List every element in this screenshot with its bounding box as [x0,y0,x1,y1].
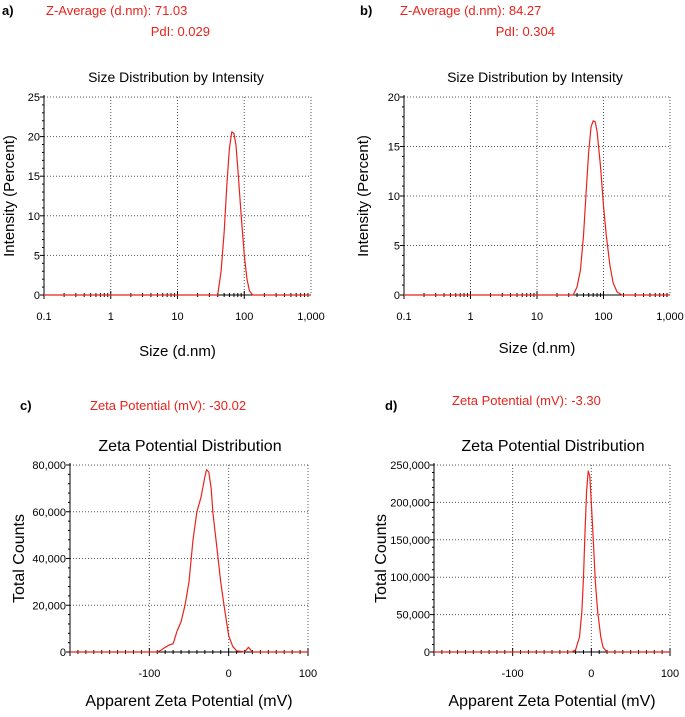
chart-d-series-line [434,470,670,653]
chart-d-y-tick-label: 50,000 [396,610,430,622]
chart-a-x-tick-label: 1,000 [297,311,325,323]
chart-b-x-tick-label: 100 [594,311,612,323]
chart-c-series-line [70,469,308,653]
chart-c-y-tick-label: 20,000 [32,600,66,612]
panel-b-letter: b) [360,3,372,18]
chart-b-x-tick-label: 1,000 [656,311,684,323]
chart-c-x-tick-label: -100 [138,668,160,680]
chart-a-size-distribution: Size Distribution by Intensity 0 5 10 15 20 25… [1,69,325,360]
chart-c-y-tick-label: 80,000 [32,460,66,472]
panel-b-zaverage: Z-Average (d.nm): 84.27 [400,3,541,18]
chart-b-x-tick-label: 1 [467,311,473,323]
chart-b-y-tick-label: 5 [394,241,400,253]
chart-a-x-tick-label: 1 [108,311,114,323]
chart-a-y-tick-label: 25 [28,92,40,104]
chart-c-title: Zeta Potential Distribution [98,438,281,455]
chart-d-y-tick-label: 0 [424,647,430,659]
chart-d-y-tick-label: 250,000 [390,460,430,472]
chart-c-y-tick-label: 40,000 [32,554,66,566]
chart-b-x-tick-label: 10 [531,311,543,323]
chart-a-y-tick-label: 0 [34,290,40,302]
chart-d-title: Zeta Potential Distribution [461,438,644,455]
chart-b-x-tick-label: 0.1 [396,311,411,323]
chart-b-y-axis-label: Intensity (Percent) [355,135,372,257]
chart-b-size-distribution: Size Distribution by Intensity 0 5 10 15 20 0.… [355,69,684,357]
chart-c-x-axis-label: Apparent Zeta Potential (mV) [85,693,292,710]
chart-a-series-line [44,131,311,296]
chart-d-zeta-distribution: Zeta Potential Distribution 0 50,000 100,00… [373,438,679,710]
chart-b-y-tick-label: 20 [388,92,400,104]
chart-d-y-tick-label: 200,000 [390,497,430,509]
chart-b-x-axis-label: Size (d.nm) [499,340,576,357]
chart-a-y-tick-label: 15 [28,171,40,183]
chart-c-zeta-distribution: Zeta Potential Distribution 0 20,000 40,000… [11,438,317,710]
panel-b-pdi: PdI: 0.304 [496,24,555,39]
chart-a-y-tick-label: 20 [28,132,40,144]
chart-d-y-tick-label: 150,000 [390,535,430,547]
chart-d-x-axis-label: Apparent Zeta Potential (mV) [448,693,655,710]
chart-b-series-line [404,120,670,296]
chart-d-x-tick-label: -100 [502,668,524,680]
chart-a-y-tick-label: 10 [28,211,40,223]
chart-a-x-tick-label: 0.1 [36,311,51,323]
chart-a-x-axis-label: Size (d.nm) [139,343,216,360]
chart-b-y-tick-label: 0 [394,290,400,302]
chart-b-y-tick-label: 10 [388,191,400,203]
chart-d-y-axis-label: Total Counts [373,514,390,603]
chart-a-x-tick-label: 10 [171,311,183,323]
panel-a-letter: a) [2,3,14,18]
panel-a-zaverage: Z-Average (d.nm): 71.03 [46,3,187,18]
chart-a-title: Size Distribution by Intensity [88,69,264,85]
panel-a-pdi: PdI: 0.029 [151,24,210,39]
chart-a-y-axis-label: Intensity (Percent) [1,135,18,257]
panel-d-letter: d) [385,398,397,413]
chart-d-x-tick-label: 100 [661,668,679,680]
chart-c-y-tick-label: 60,000 [32,507,66,519]
chart-c-y-tick-label: 0 [60,647,66,659]
chart-c-x-tick-label: 0 [226,668,232,680]
chart-c-x-tick-label: 100 [299,668,317,680]
chart-a-y-tick-label: 5 [34,250,40,262]
chart-b-y-tick-label: 15 [388,142,400,154]
chart-c-y-axis-label: Total Counts [11,514,28,603]
chart-d-x-tick-label: 0 [588,668,594,680]
panel-c-letter: c) [20,398,32,413]
chart-d-y-tick-label: 100,000 [390,572,430,584]
chart-a-x-tick-label: 100 [235,311,253,323]
panel-d-zeta: Zeta Potential (mV): -3.30 [452,393,601,408]
chart-b-title: Size Distribution by Intensity [447,69,623,85]
panel-c-zeta: Zeta Potential (mV): -30.02 [90,398,246,413]
